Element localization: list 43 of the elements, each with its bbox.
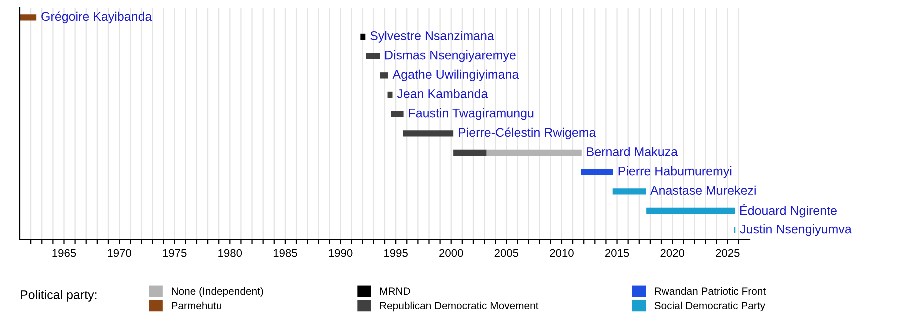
y-tick-label: Faustin Twagiramungu xyxy=(409,108,534,120)
x-tick-label: 1985 xyxy=(274,249,298,258)
bar xyxy=(612,188,646,195)
x-tick-label: 1965 xyxy=(52,249,76,258)
x-tick-label: 1970 xyxy=(108,249,132,258)
y-tick-label: Pierre-Célestin Rwigema xyxy=(459,128,596,140)
y-tick-label: Anastase Murekezi xyxy=(650,186,756,196)
bar xyxy=(20,14,37,21)
bar xyxy=(366,53,380,60)
legend-label: Rwandan Patriotic Front xyxy=(655,287,766,296)
y-tick-label: Grégoire Kayibanda xyxy=(42,12,152,24)
legend-label: Republican Democratic Movement xyxy=(380,302,539,312)
legend-label: MRND xyxy=(380,288,410,295)
x-tick-label: 2015 xyxy=(605,249,630,258)
y-tick-label: Pierre Habumuremyi xyxy=(618,166,732,178)
x-tick-label: 1975 xyxy=(163,249,187,258)
legend-title: Political party: xyxy=(21,290,97,302)
x-tick-label: 1995 xyxy=(384,249,408,258)
legend-label: Social Democratic Party xyxy=(654,302,766,312)
bar xyxy=(646,208,736,214)
x-tick-label: 1990 xyxy=(329,249,353,258)
bar xyxy=(360,34,366,40)
bar xyxy=(454,150,487,156)
y-tick-label: Édouard Ngirente xyxy=(740,204,837,218)
x-tick-label: 2025 xyxy=(716,249,740,258)
bar xyxy=(486,150,582,156)
bar xyxy=(380,72,388,79)
x-tick-label: 2005 xyxy=(494,249,519,258)
bar xyxy=(391,111,404,118)
y-tick-label: Justin Nsengiyumva xyxy=(740,224,852,236)
y-tick-label: Agathe Uwilingiyimana xyxy=(392,70,520,82)
y-tick-label: Bernard Makuza xyxy=(587,147,678,156)
y-tick-label: Jean Kambanda xyxy=(397,89,488,98)
x-tick-label: 2020 xyxy=(660,249,684,258)
y-tick-label: Dismas Nsengiyaremye xyxy=(385,50,516,62)
bar xyxy=(403,130,454,137)
x-tick-label: 2010 xyxy=(550,249,574,258)
legend-label: Parmehutu xyxy=(172,302,222,310)
x-tick-label: 2000 xyxy=(440,249,464,258)
y-tick-label: Sylvestre Nsanzimana xyxy=(370,31,494,43)
legend-label: None (Independent) xyxy=(172,287,264,298)
x-tick-label: 1980 xyxy=(218,249,242,258)
bar xyxy=(581,169,614,176)
